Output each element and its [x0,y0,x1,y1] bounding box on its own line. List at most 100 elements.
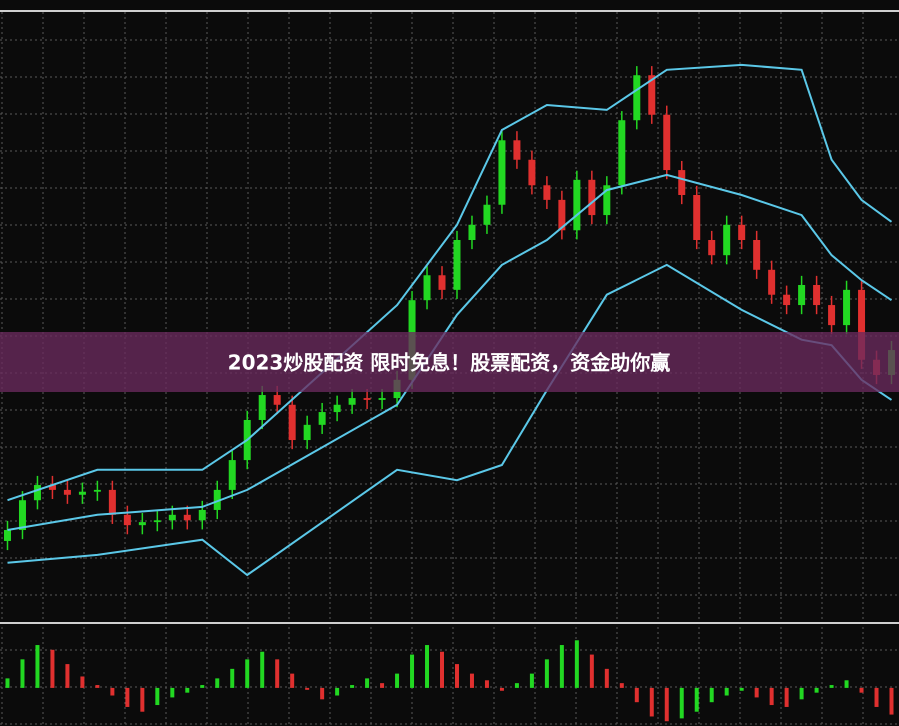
candle-body [3,530,11,541]
histogram-bar [50,649,55,688]
candle-body [618,120,626,186]
histogram-bar [350,685,355,688]
candle-body [513,140,521,160]
candle-body [738,224,746,240]
histogram-bar [110,687,115,696]
candle-body [828,305,836,326]
candle-body [228,460,236,490]
candle-body [18,500,26,531]
candle-body [768,269,776,295]
histogram-bar [754,687,759,698]
histogram-bar [20,659,25,688]
histogram-bar [365,678,370,688]
histogram-bar [604,668,609,688]
band-line [7,63,893,502]
plot [3,63,896,722]
histogram-bar [260,651,265,688]
histogram-bar [859,687,864,693]
histogram-bar [380,683,385,688]
candle-body [453,240,461,290]
histogram-bar [454,664,459,688]
candle-body [483,204,491,225]
histogram-bar [469,673,474,688]
candle-body [723,224,731,256]
histogram-bar [275,659,280,688]
histogram-bar [95,685,100,688]
histogram-bar [619,683,624,688]
histogram-bar [829,685,834,688]
histogram-bar [709,687,714,703]
candle-body [258,395,266,420]
candle-body [123,514,131,526]
candle-body [678,170,686,196]
candle-body [78,491,86,495]
candle-body [348,398,356,405]
histogram-bar [724,687,729,696]
candle-body [813,284,821,306]
candle-body [438,275,446,290]
candle-body [318,412,326,425]
histogram-bar [889,687,894,715]
candle-body [648,75,656,115]
histogram-bar [170,687,175,698]
candle-body [423,275,431,301]
histogram-bar [410,654,415,688]
candle-body [708,240,716,256]
candle-body [198,509,206,521]
candle-body [753,240,761,270]
histogram-bar [5,678,10,688]
candle-body [498,140,506,205]
candle-body [213,489,221,510]
candle-body [783,294,791,306]
candle-body [303,424,311,441]
band-line [7,173,893,531]
histogram-bar [425,645,430,688]
histogram-bar [155,687,160,706]
histogram-bar [844,680,849,688]
candle-body [33,485,41,501]
histogram-bar [335,687,340,696]
candle-body [798,284,806,306]
candle-body [663,114,671,171]
histogram-bar [694,687,699,712]
candle-body [63,489,71,495]
histogram-bar [185,687,190,693]
histogram-bar [35,645,40,688]
histogram-bar [65,664,70,688]
candle-body [693,195,701,240]
candle-body [543,185,551,200]
histogram-bar [80,676,85,688]
histogram-bar [320,687,325,700]
histogram-bar [799,687,804,700]
candle-body [858,289,866,360]
candle-body [363,398,371,400]
histogram-bar [874,687,879,707]
histogram-bar [484,680,489,688]
candle-body [378,398,386,400]
candle-body [333,404,341,413]
histogram-bar [245,659,250,688]
histogram-bar [305,687,310,690]
histogram-bar [215,678,220,688]
histogram-bar [140,687,145,712]
banner [0,332,899,392]
histogram-bar [589,654,594,688]
candle-body [573,179,581,231]
histogram-bar [649,687,654,717]
histogram-bar [395,673,400,688]
histogram-bar [125,687,130,707]
histogram-bar [814,687,819,693]
histogram-bar [574,640,579,688]
candle-body [153,520,161,523]
candle-body [468,224,476,240]
candle-body [558,199,566,231]
histogram-bar [514,683,519,688]
candle-body [138,522,146,526]
histogram-bar [200,685,205,688]
histogram-bar [679,687,684,719]
candle-body [843,289,851,326]
candle-body [633,75,641,121]
histogram-bar [290,673,295,688]
